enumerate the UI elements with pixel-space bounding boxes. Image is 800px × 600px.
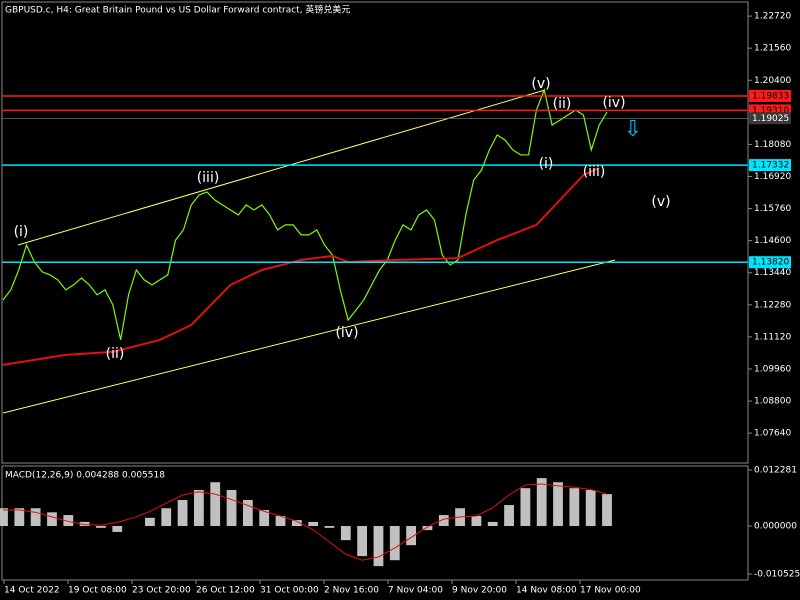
wave-label: (ii) — [106, 346, 125, 362]
wave-label: (ii) — [553, 96, 572, 112]
macd-bar — [177, 500, 188, 527]
y-tick-label: 1.21560 — [754, 44, 791, 54]
y-tick-label: 0.000000 — [754, 522, 797, 532]
x-tick-label: 17 Nov 00:00 — [580, 586, 641, 596]
macd-bar — [438, 515, 449, 527]
x-tick-label: 19 Oct 08:00 — [68, 586, 127, 596]
y-tick-label: 1.07640 — [754, 429, 791, 439]
x-tick-label: 9 Nov 20:00 — [452, 586, 507, 596]
level-label: 1.19833 — [752, 91, 789, 101]
macd-bar — [569, 488, 580, 527]
macd-bar — [471, 515, 482, 527]
wave-label: (iii) — [197, 170, 220, 186]
price-line — [2, 87, 608, 341]
level-tag — [749, 112, 791, 125]
macd-bar — [226, 489, 237, 527]
signal-line — [3, 483, 608, 561]
y-tick-label: -0.010525 — [754, 570, 800, 580]
y-tick-label: 1.15760 — [754, 204, 791, 214]
macd-bar — [340, 526, 351, 541]
channel-line — [17, 89, 546, 246]
macd-title: MACD(12,26,9) 0.004288 0.005518 — [5, 471, 165, 481]
level-label: 1.13820 — [752, 258, 789, 268]
macd-bar — [585, 489, 596, 527]
macd-bar — [275, 515, 286, 527]
level-tag — [749, 256, 791, 269]
wave-label: (v) — [531, 76, 550, 92]
x-tick-label: 14 Oct 2022 — [4, 586, 60, 596]
macd-bar — [406, 526, 417, 546]
y-tick-label: 1.12280 — [754, 300, 791, 310]
macd-bar — [536, 478, 547, 527]
level-label: 1.17332 — [752, 161, 789, 171]
wave-label: (v) — [651, 194, 670, 210]
macd-bar — [389, 526, 400, 561]
wave-label: (iii) — [583, 164, 606, 180]
x-tick-label: 2 Nov 16:00 — [324, 586, 379, 596]
macd-bar — [79, 521, 90, 527]
main-frame — [1, 1, 749, 464]
macd-bar — [145, 517, 155, 527]
x-tick-label: 14 Nov 08:00 — [516, 586, 577, 596]
macd-bar — [422, 526, 433, 531]
y-tick-label: 1.22720 — [754, 12, 791, 22]
y-tick-label: 1.20400 — [754, 76, 791, 86]
macd-bar — [96, 526, 106, 528]
y-tick-label: 0.012281 — [754, 466, 797, 476]
x-tick-label: 23 Oct 20:00 — [132, 586, 191, 596]
macd-bar — [602, 494, 612, 527]
y-tick-label: 1.13440 — [754, 268, 791, 278]
y-tick-label: 1.16920 — [754, 172, 791, 182]
channel-line — [2, 259, 616, 414]
wave-label: (i) — [539, 156, 554, 172]
y-tick-label: 1.09960 — [754, 364, 791, 374]
y-tick-label: 1.14600 — [754, 236, 791, 246]
macd-bar — [504, 505, 514, 527]
macd-bar — [0, 508, 8, 527]
macd-bar — [520, 488, 531, 527]
level-tag — [749, 89, 791, 102]
down-arrow: ⇩ — [624, 117, 642, 142]
macd-bar — [308, 521, 319, 527]
chart-title: GBPUSD.c, H4: Great Britain Pound vs US … — [5, 4, 350, 16]
level-label: 1.19025 — [752, 114, 789, 124]
macd-bar — [242, 500, 253, 527]
level-tag — [749, 159, 791, 172]
macd-bar — [553, 482, 563, 527]
macd-bar — [30, 508, 41, 527]
macd-bar — [373, 526, 384, 567]
level-label: 1.19310 — [752, 106, 789, 116]
moving-average — [2, 167, 600, 366]
macd-bar — [259, 510, 270, 527]
macd-bar — [193, 489, 204, 527]
y-tick-label: 1.08800 — [754, 397, 791, 407]
macd-bar — [47, 512, 57, 527]
macd-bar — [112, 526, 123, 532]
y-tick-label: 1.11120 — [754, 332, 791, 342]
macd-bar — [291, 520, 302, 527]
macd-bar — [324, 526, 335, 528]
x-tick-label: 7 Nov 04:00 — [388, 586, 443, 596]
macd-bar — [161, 508, 172, 527]
wave-label: (iv) — [602, 95, 625, 111]
y-tick-label: 1.18080 — [754, 140, 791, 150]
wave-label: (iv) — [335, 325, 358, 341]
macd-bar — [357, 526, 368, 557]
x-tick-label: 26 Oct 12:00 — [196, 586, 255, 596]
macd-bar — [210, 482, 221, 527]
macd-bar — [487, 521, 498, 527]
x-tick-label: 31 Oct 00:00 — [260, 586, 319, 596]
wave-label: (i) — [14, 224, 29, 240]
macd-bar — [63, 515, 74, 527]
macd-bar — [14, 508, 25, 527]
